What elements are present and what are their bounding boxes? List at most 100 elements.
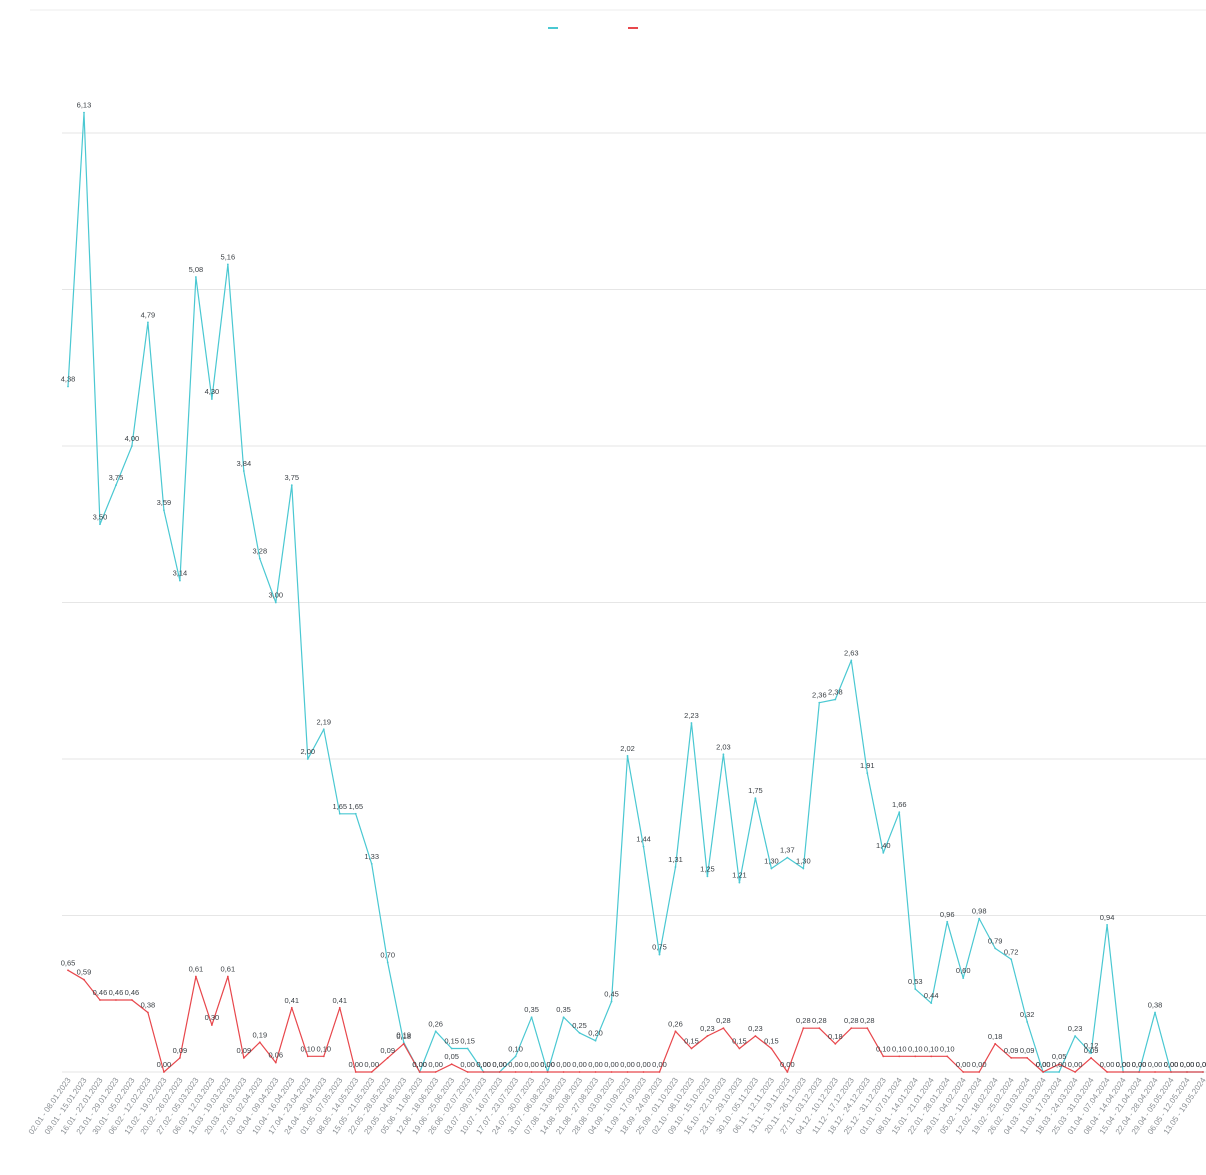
series-1-data-label: 3,75 bbox=[284, 473, 299, 482]
series-2-point bbox=[370, 1071, 373, 1073]
series-2-point bbox=[834, 1042, 837, 1045]
series-2-point bbox=[386, 1057, 389, 1059]
series-2-data-label: 0,00 bbox=[604, 1060, 619, 1069]
series-1-data-label: 0,72 bbox=[1004, 947, 1019, 956]
series-2-point bbox=[131, 999, 133, 1001]
series-1-point bbox=[562, 1016, 565, 1019]
series-1-point bbox=[930, 1002, 933, 1005]
series-1-data-label: 3,14 bbox=[173, 569, 188, 578]
series-2-point bbox=[83, 978, 85, 981]
series-2-data-label: 0,28 bbox=[716, 1016, 731, 1025]
series-2-data-label: 0,61 bbox=[221, 965, 236, 974]
series-2-data-label: 0,46 bbox=[93, 988, 108, 997]
series-1-data-label: 0,15 bbox=[460, 1037, 475, 1046]
series-1-data-label: 1,37 bbox=[780, 846, 795, 855]
series-1-data-label: 1,25 bbox=[700, 864, 715, 873]
series-2-point bbox=[1026, 1057, 1029, 1059]
series-1-point bbox=[163, 509, 165, 512]
series-2-data-label: 0,00 bbox=[540, 1060, 555, 1069]
series-1-point bbox=[306, 758, 309, 760]
series-2-data-label: 0,10 bbox=[300, 1044, 315, 1053]
series-2-data-label: 0,00 bbox=[157, 1060, 172, 1069]
series-1-data-label: 5,08 bbox=[189, 265, 204, 274]
series-2-data-label: 0,61 bbox=[189, 965, 204, 974]
series-2-data-label: 0,00 bbox=[1036, 1060, 1051, 1069]
series-1-point bbox=[147, 321, 149, 324]
series-1-point bbox=[722, 753, 725, 756]
series-2-point bbox=[578, 1071, 581, 1073]
series-1-point bbox=[962, 977, 965, 979]
series-1-data-label: 1,66 bbox=[892, 800, 907, 809]
series-1-point bbox=[882, 852, 885, 854]
series-2-data-label: 0,10 bbox=[908, 1044, 923, 1053]
series-1-data-label: 0,10 bbox=[508, 1044, 523, 1053]
series-2-point bbox=[930, 1055, 933, 1058]
series-1-data-label: 0,00 bbox=[476, 1060, 491, 1069]
series-1-point bbox=[530, 1016, 533, 1019]
series-1-data-label: 0,00 bbox=[1180, 1060, 1195, 1069]
series-2-point bbox=[1138, 1071, 1140, 1073]
series-1-point bbox=[402, 1041, 405, 1044]
series-1-data-label: 3,28 bbox=[253, 547, 268, 556]
series-2-data-label: 0,09 bbox=[1020, 1046, 1035, 1055]
series-1-point bbox=[179, 579, 181, 582]
series-1-data-label: 4,38 bbox=[61, 375, 76, 384]
series-1-data-label: 0,45 bbox=[604, 990, 619, 999]
series-2-data-label: 0,10 bbox=[924, 1044, 939, 1053]
series-2-data-label: 0,10 bbox=[892, 1044, 907, 1053]
series-1-point bbox=[99, 523, 101, 526]
series-2-data-label: 0,05 bbox=[444, 1052, 459, 1061]
series-1-point bbox=[626, 754, 629, 757]
series-1-data-label: 0,70 bbox=[380, 950, 395, 959]
series-2-point bbox=[546, 1071, 549, 1073]
series-1-point bbox=[690, 722, 693, 724]
series-1-point bbox=[658, 953, 661, 956]
series-1-point bbox=[338, 812, 341, 815]
series-2-point bbox=[914, 1055, 917, 1058]
series-2-data-label: 0,00 bbox=[508, 1060, 523, 1069]
series-1-point bbox=[994, 947, 997, 950]
series-2-data-label: 0,09 bbox=[1004, 1046, 1019, 1055]
series-1-data-label: 4,30 bbox=[205, 387, 220, 396]
data-labels: 4,38 6,13 3,50 3,75 4,00 4,79 3,59 3,14 5,08 4,30… bbox=[61, 101, 1206, 1069]
series-1-data-label: 2,19 bbox=[316, 717, 331, 726]
series-2-data-label: 0,00 bbox=[572, 1060, 587, 1069]
series-1-point bbox=[194, 276, 197, 278]
series-2-data-label: 0,05 bbox=[1052, 1052, 1067, 1061]
series-2-point bbox=[514, 1071, 517, 1073]
series-2-data-label: 0,00 bbox=[1180, 1060, 1195, 1069]
series-1-point bbox=[946, 920, 949, 923]
series-2-point bbox=[962, 1071, 965, 1073]
series-2-point bbox=[1106, 1071, 1108, 1073]
series-1-data-label: 0,00 bbox=[1132, 1060, 1147, 1069]
series-2-point bbox=[1090, 1057, 1092, 1059]
series-1-point bbox=[818, 701, 821, 704]
series-2-point bbox=[1170, 1071, 1172, 1073]
series-1-data-label: 1,91 bbox=[860, 761, 875, 770]
series-1-data-label: 0,35 bbox=[524, 1005, 539, 1014]
series-2-data-label: 0,30 bbox=[205, 1013, 220, 1022]
series-1-point bbox=[610, 1000, 613, 1003]
series-2-point bbox=[1154, 1071, 1156, 1073]
series-2-point bbox=[147, 1011, 149, 1014]
series-2-point bbox=[226, 975, 229, 978]
series-2-data-label: 0,00 bbox=[1132, 1060, 1147, 1069]
series-2-point bbox=[1074, 1071, 1077, 1073]
series-2-data-label: 0,10 bbox=[940, 1044, 955, 1053]
series-2-data-label: 0,00 bbox=[972, 1060, 987, 1069]
series-2-point bbox=[770, 1047, 773, 1050]
series-1-point bbox=[1026, 1021, 1029, 1023]
series-1-point bbox=[1154, 1011, 1156, 1014]
series-1-point bbox=[674, 866, 677, 868]
series-2-point bbox=[274, 1061, 277, 1064]
series-2-point bbox=[482, 1071, 485, 1073]
series-lines bbox=[67, 111, 1204, 1073]
series-1-point bbox=[210, 398, 213, 400]
series-1-data-label: 0,00 bbox=[1036, 1060, 1051, 1069]
series-2-point bbox=[1122, 1071, 1124, 1073]
series-2-point bbox=[354, 1071, 357, 1073]
series-1-data-label: 0,00 bbox=[1196, 1060, 1206, 1069]
series-1-data-label: 1,75 bbox=[748, 786, 763, 795]
